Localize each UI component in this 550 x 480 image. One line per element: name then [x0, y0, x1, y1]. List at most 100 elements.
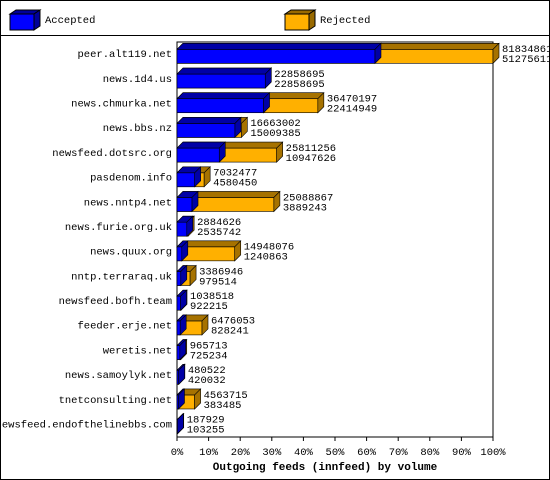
bar: [176, 363, 186, 386]
bar: [176, 91, 271, 114]
category-label: news.1d4.us: [103, 74, 172, 86]
value-label: 36470197: [327, 94, 377, 106]
category-label: newsfeed.bofh.team: [59, 296, 172, 308]
bar-top: [176, 141, 226, 149]
value-label: 2535742: [197, 227, 241, 239]
category-label: news.bbs.nz: [103, 123, 172, 135]
value-label: 22858695: [274, 69, 324, 81]
bar-front: [176, 147, 220, 163]
value-label: 480522: [188, 365, 226, 377]
legend-label: Rejected: [320, 15, 370, 27]
value-label: 4563715: [204, 390, 248, 402]
value-label: 1038518: [190, 291, 234, 303]
x-tick-label: 70%: [389, 447, 409, 459]
bar-side: [191, 190, 199, 213]
bar-side: [273, 190, 281, 213]
category-label: feeder.erje.net: [77, 321, 172, 333]
bar-side: [194, 166, 201, 188]
bar-side: [241, 116, 248, 139]
value-label: 922215: [190, 301, 228, 313]
x-tick-label: 30%: [262, 447, 282, 459]
bar: [176, 314, 187, 336]
x-tick-label: 40%: [294, 447, 314, 459]
bar-side: [234, 240, 242, 262]
category-label: news.samoylyk.net: [65, 370, 172, 382]
bar-side: [179, 314, 187, 336]
bar: [176, 116, 242, 139]
bar-top: [176, 92, 271, 100]
bar: [176, 141, 226, 163]
bar-side: [203, 166, 211, 188]
value-label: 16663002: [250, 118, 300, 130]
value-label: 15009385: [250, 128, 300, 140]
bar-side: [374, 42, 382, 65]
bar-side: [218, 141, 226, 163]
bar-side: [263, 91, 270, 114]
bar: [176, 67, 272, 89]
bar: [176, 412, 185, 435]
value-label: 10947626: [286, 153, 336, 165]
bar-top: [176, 43, 382, 50]
swatch-front: [9, 13, 35, 31]
bar-front: [176, 320, 181, 336]
bar: [176, 240, 189, 262]
value-label: 4580450: [213, 178, 257, 190]
category-label: nntp.terraraq.uk: [71, 271, 172, 283]
value-label: 81834861: [502, 44, 550, 56]
bar: [176, 289, 188, 311]
value-label: 25811256: [286, 143, 336, 155]
bar-front: [176, 123, 236, 138]
bar-front: [176, 246, 183, 262]
value-label: 14948076: [244, 242, 294, 254]
bar-side: [201, 314, 209, 336]
value-label: 51275611: [502, 54, 550, 66]
bar-side: [178, 388, 185, 410]
x-tick-label: 100%: [480, 447, 506, 459]
value-label: 7032477: [213, 168, 257, 180]
bar-side: [180, 264, 188, 287]
legend-swatch: [8, 9, 42, 31]
value-label: 979514: [199, 276, 237, 288]
bar-front: [176, 98, 264, 114]
swatch-front: [284, 13, 310, 31]
swatch-side: [33, 9, 41, 31]
x-tick-label: 80%: [420, 447, 440, 459]
bar-side: [194, 388, 201, 410]
bar-side: [189, 264, 197, 287]
category-label: news.quux.org: [90, 247, 172, 259]
bar: [176, 190, 281, 213]
x-tick-label: 10%: [199, 447, 219, 459]
bar-front: [176, 73, 266, 89]
bar-side: [180, 289, 187, 311]
bar: [176, 42, 382, 65]
category-label: peer.alt119.net: [77, 49, 172, 61]
x-tick-label: 50%: [326, 447, 346, 459]
value-label: 3386946: [199, 266, 243, 278]
bar-front: [176, 197, 193, 212]
bar-front: [176, 49, 376, 64]
bar-side: [177, 412, 184, 435]
category-label: pasdenom.info: [90, 173, 172, 185]
bar-side: [276, 141, 283, 163]
category-label: tnetconsulting.net: [59, 395, 172, 407]
bar-side: [179, 338, 187, 361]
bar-side: [186, 215, 194, 237]
bar: [176, 338, 187, 361]
bar-side: [264, 67, 272, 89]
category-label: newsfeed.endofthelinebbs.com: [0, 419, 172, 431]
category-label: newsfeed.dotsrc.org: [52, 148, 172, 160]
bar: [176, 166, 202, 188]
bar: [176, 215, 194, 237]
category-label: news.nntp4.net: [84, 197, 172, 209]
x-tick-label: 90%: [452, 447, 472, 459]
swatch-side: [308, 9, 316, 31]
bar-front: [176, 345, 181, 360]
legend-swatch: [283, 9, 317, 31]
bar-side: [317, 91, 325, 114]
bar-front: [176, 271, 182, 286]
bar-front: [176, 221, 188, 237]
bar: [176, 190, 199, 213]
bar-side: [234, 116, 242, 139]
